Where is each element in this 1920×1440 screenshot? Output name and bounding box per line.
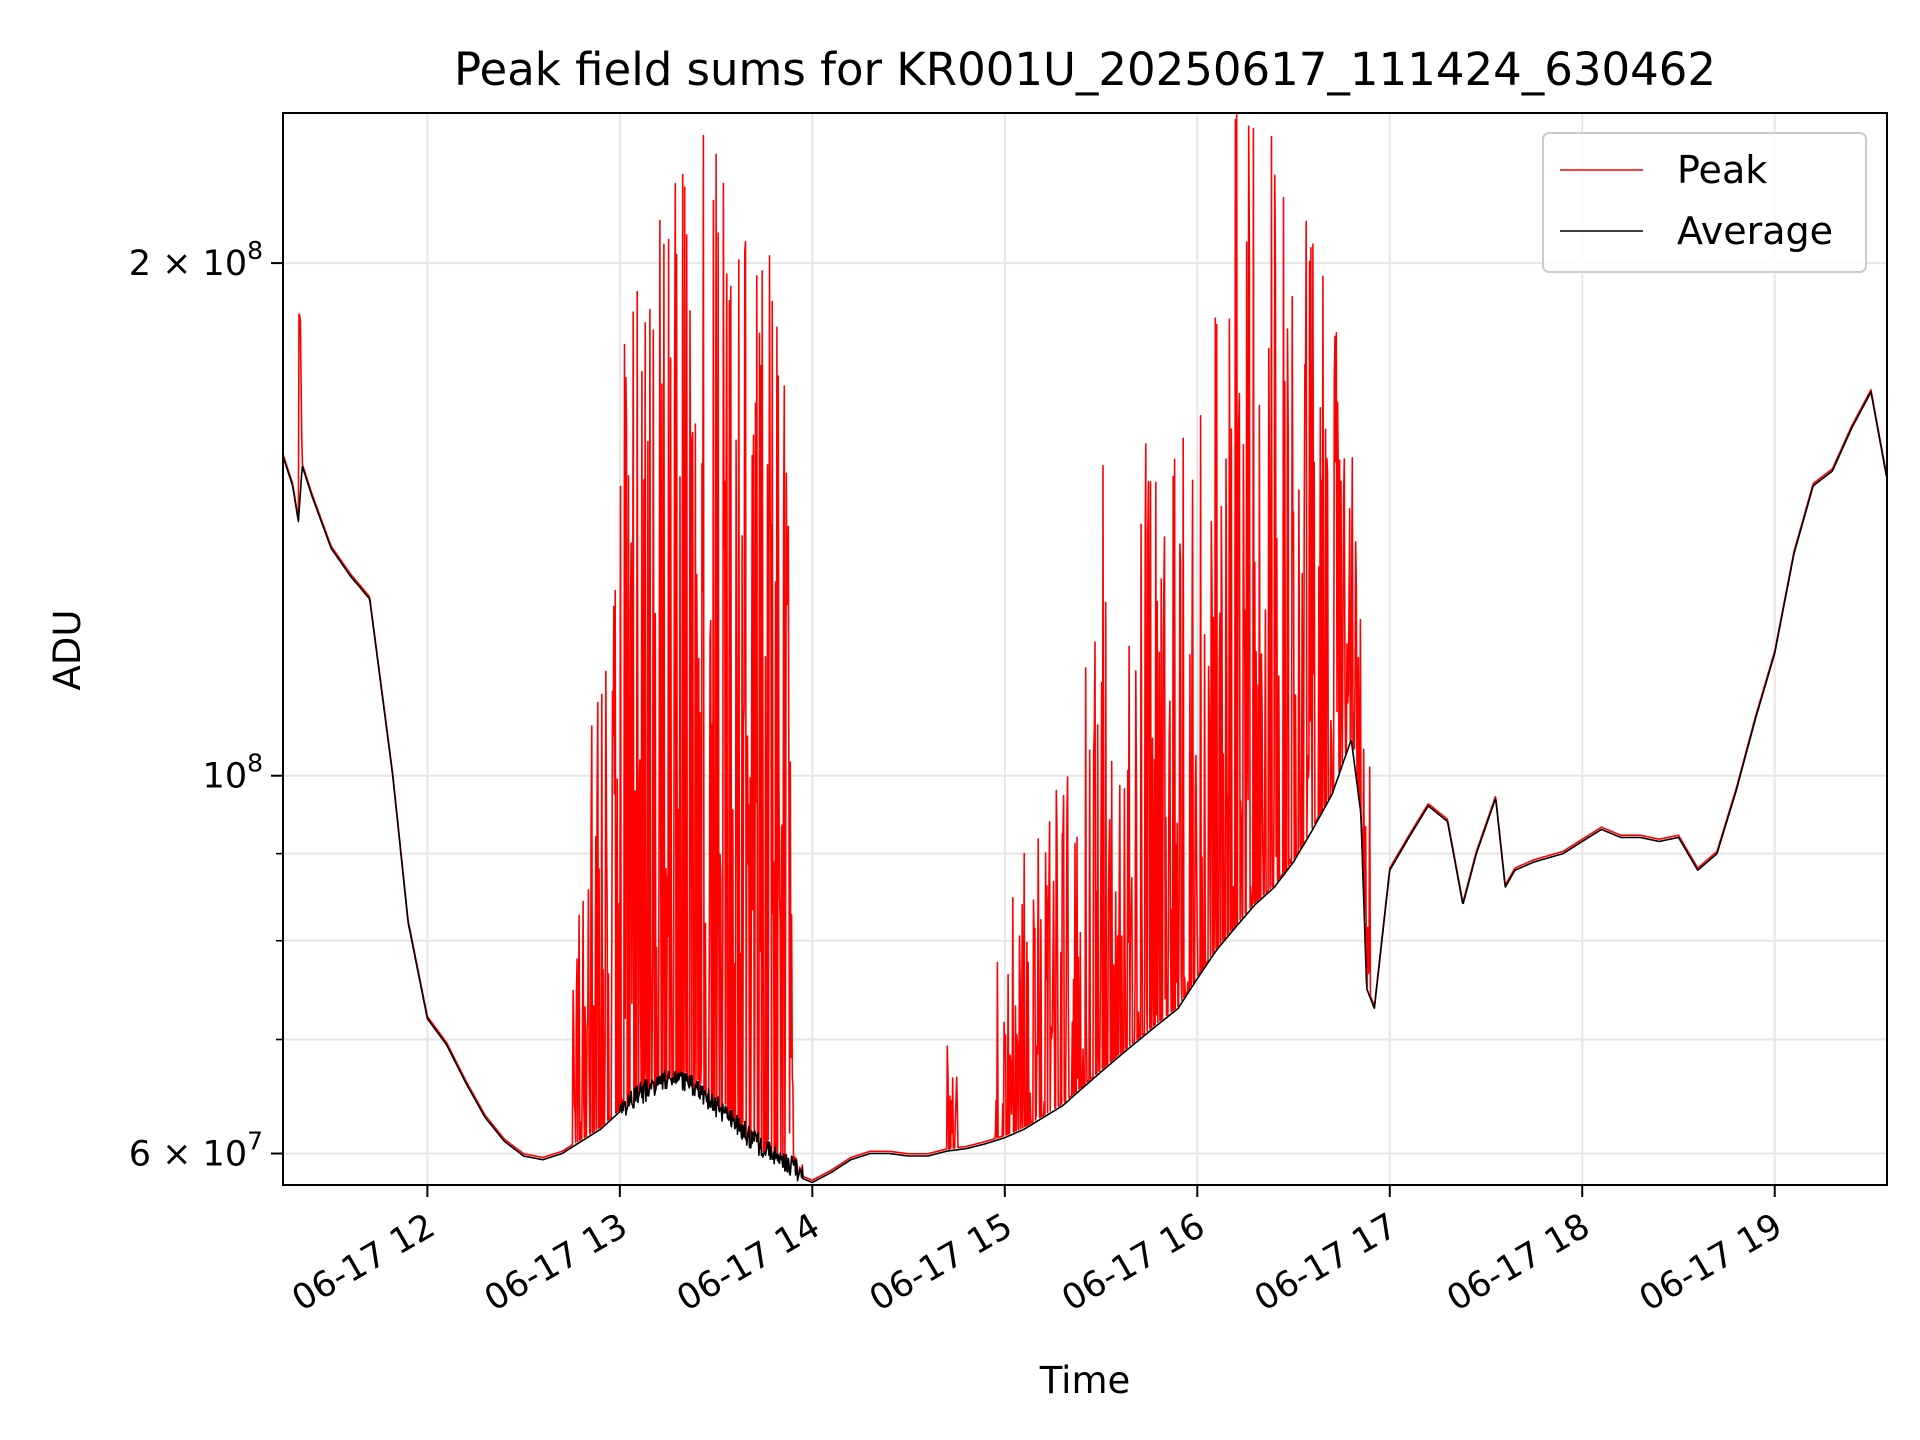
legend-label-average: Average: [1677, 209, 1833, 253]
series-line-average: [283, 391, 1887, 1184]
legend-label-peak: Peak: [1677, 148, 1767, 192]
legend-box: [1542, 132, 1867, 273]
y-tick-label: 2 × 108: [129, 236, 263, 284]
y-axis-ticks: 6 × 107 108 2 × 108: [129, 236, 283, 1175]
y-tick-label: 6 × 107: [129, 1127, 263, 1175]
series-layer: [283, 113, 1887, 1184]
y-tick-label: 108: [203, 749, 263, 797]
chart-title: Peak field sums for KR001U_20250617_1114…: [454, 43, 1716, 96]
y-axis-label: ADU: [46, 610, 89, 691]
series-line-peak: [283, 113, 1887, 1181]
plot-frame: [282, 112, 1888, 1186]
legend: Peak Average: [1542, 132, 1867, 273]
x-axis-label: Time: [1039, 1359, 1131, 1402]
